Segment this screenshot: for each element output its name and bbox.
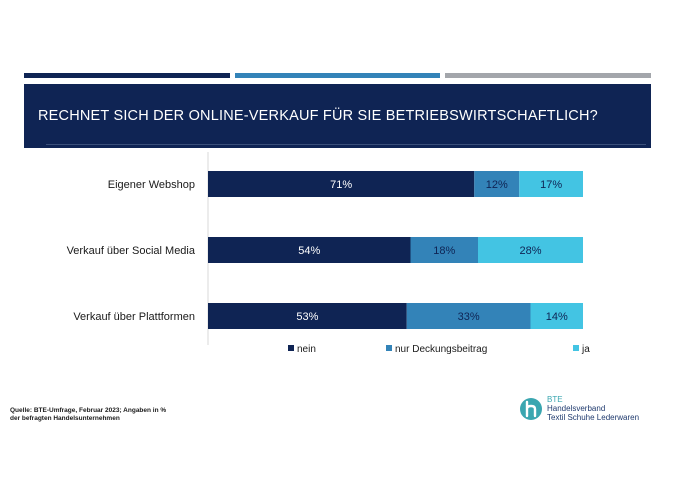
title-banner: RECHNET SICH DER ONLINE-VERKAUF FÜR SIE … (24, 84, 651, 148)
bar-segment (519, 171, 583, 197)
data-label: 14% (546, 311, 568, 323)
source-note: Quelle: BTE-Umfrage, Februar 2023; Angab… (10, 407, 210, 423)
legend-swatch (386, 345, 392, 351)
logo-text: BTE Handelsverband Textil Schuhe Lederwa… (547, 395, 639, 422)
logo-brand: BTE (547, 395, 563, 404)
data-label: 53% (296, 311, 318, 323)
legend-swatch (288, 345, 294, 351)
bar-segment (530, 303, 583, 329)
data-label: 54% (298, 245, 320, 257)
data-label: 28% (519, 245, 541, 257)
data-label: 18% (433, 245, 455, 257)
bte-logo: BTE Handelsverband Textil Schuhe Lederwa… (519, 395, 659, 431)
bar-segment (478, 237, 583, 263)
top-bar-grey (445, 73, 651, 78)
top-bar-mid (235, 73, 440, 78)
data-label: 71% (330, 179, 352, 191)
bar-segment (474, 171, 520, 197)
top-bar-dark (24, 73, 230, 78)
page-title: RECHNET SICH DER ONLINE-VERKAUF FÜR SIE … (38, 108, 598, 124)
legend-label: nur Deckungsbeitrag (395, 344, 487, 355)
legend-swatch (573, 345, 579, 351)
category-label: Verkauf über Plattformen (73, 311, 195, 323)
source-line-2: der befragten Handelsunternehmen (10, 415, 120, 422)
data-label: 12% (486, 179, 508, 191)
title-underline (46, 144, 646, 145)
data-label: 33% (458, 311, 480, 323)
bar-segment (208, 237, 411, 263)
legend-label: ja (581, 344, 590, 355)
bar-segment (406, 303, 531, 329)
logo-line-2: Textil Schuhe Lederwaren (547, 413, 640, 422)
category-label: Eigener Webshop (108, 179, 195, 191)
logo-line-1: Handelsverband (547, 404, 606, 413)
bar-segment (208, 303, 407, 329)
bar-segment (410, 237, 478, 263)
bar-segment (208, 171, 475, 197)
legend-label: nein (297, 344, 316, 355)
source-line-1: Quelle: BTE-Umfrage, Februar 2023; Angab… (10, 407, 167, 414)
category-label: Verkauf über Social Media (67, 245, 196, 257)
bte-h-logo-icon (520, 398, 542, 420)
data-label: 17% (540, 179, 562, 191)
